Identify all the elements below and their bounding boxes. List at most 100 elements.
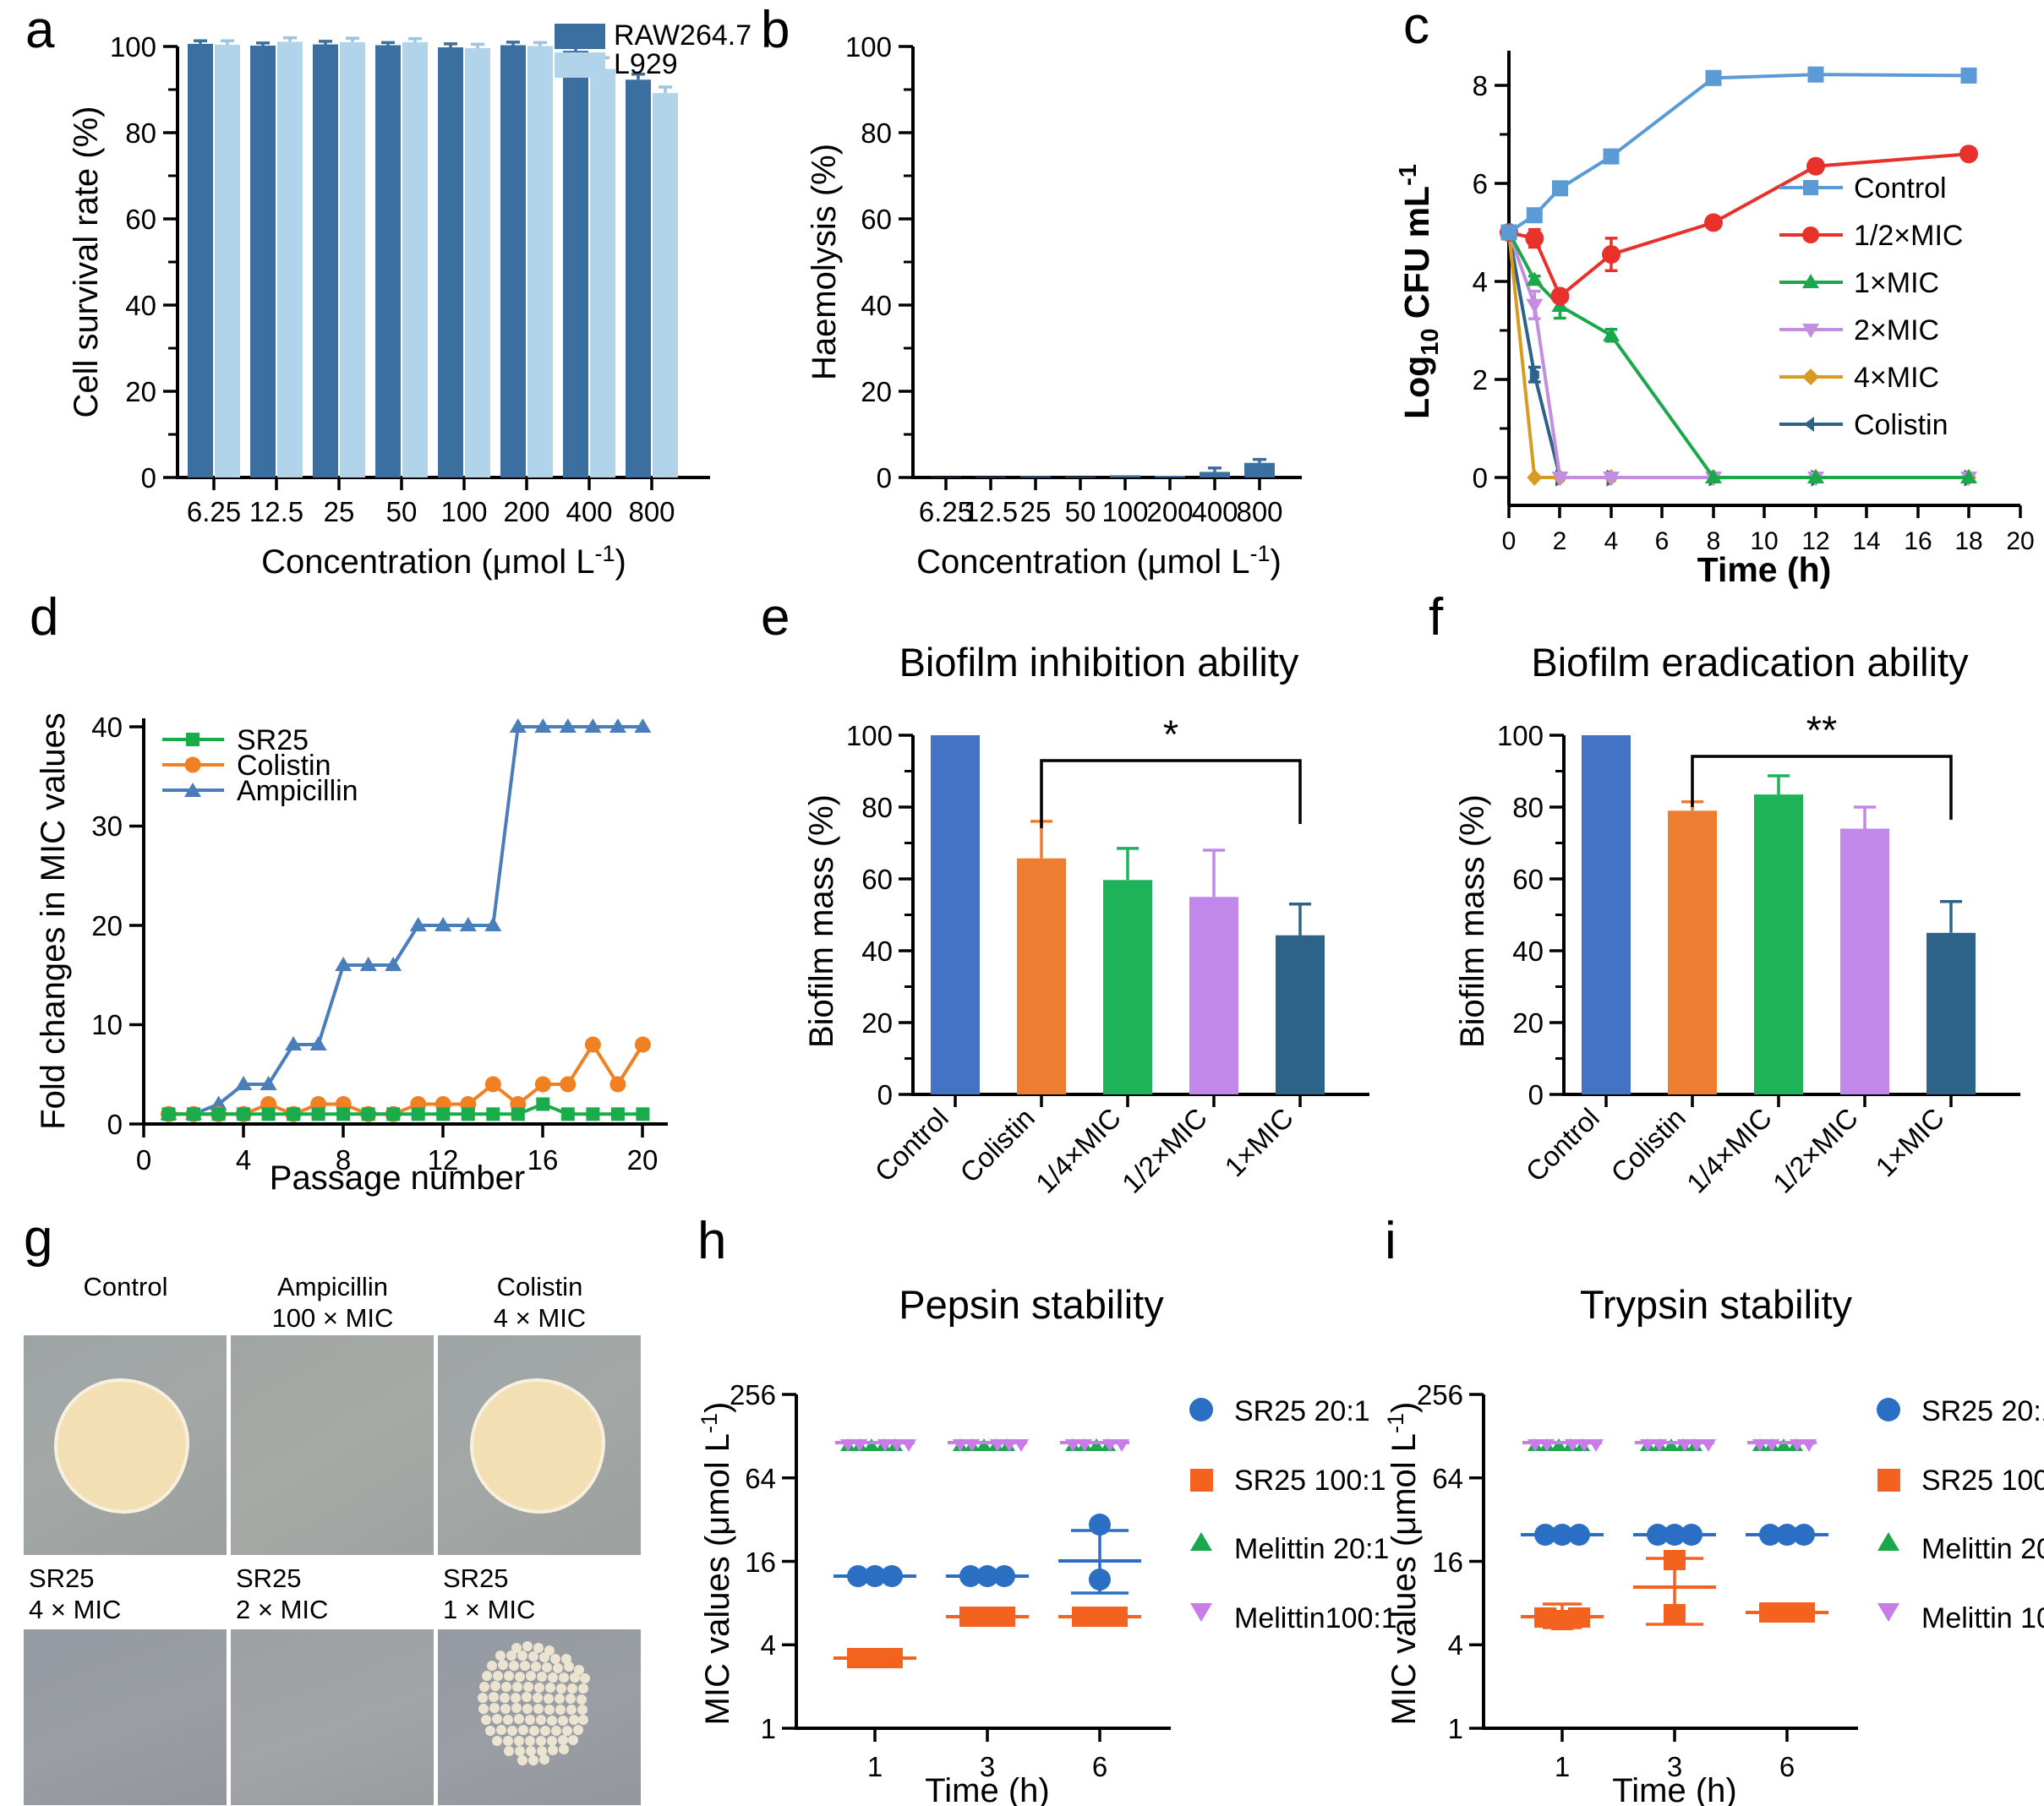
panel-g-caption-5: SR25 2 × MIC — [236, 1563, 329, 1624]
panel-g-caption-1: Control — [83, 1272, 168, 1301]
x-tick-label: Colistin — [1604, 1102, 1691, 1189]
y-tick-label: 100 — [846, 720, 893, 751]
y-tick-label: 100 — [1497, 720, 1544, 751]
y-tick-label: 6 — [1473, 168, 1488, 199]
bacterial-lawn — [57, 1382, 186, 1510]
x-tick-label: 1/2×MIC — [1116, 1102, 1213, 1199]
legend-label: 1×MIC — [1854, 267, 1939, 299]
panel-e: e Biofilm inhibition ability 0 20 40 60 … — [744, 583, 1412, 1199]
x-tick-label: 1/4×MIC — [1681, 1102, 1778, 1199]
x-tick-label: 1/2×MIC — [1767, 1102, 1864, 1199]
panel-h-label: h — [697, 1212, 727, 1270]
x-tick-label: 12 — [1801, 527, 1829, 555]
panel-f-chart: Biofilm eradication ability 0 20 40 60 8… — [1454, 640, 2020, 1199]
y-tick-label: 100 — [110, 31, 156, 63]
x-tick-label: 16 — [527, 1144, 559, 1176]
panel-c-label: c — [1403, 0, 1429, 55]
agar-plate-sr25-1mic — [438, 1629, 641, 1805]
y-tick-label: 16 — [745, 1547, 776, 1578]
panel-d-series-colistin — [161, 1036, 651, 1122]
panel-d-x-axis-label: Passage number — [270, 1159, 525, 1197]
y-tick-label: 16 — [1432, 1547, 1463, 1578]
panel-h-y-axis-label: MIC values (μmol L-1) — [697, 1402, 736, 1726]
panel-e-chart: Biofilm inhibition ability 0 20 40 60 80… — [803, 640, 1369, 1199]
x-tick-label: 1/4×MIC — [1030, 1102, 1127, 1199]
x-tick-label: 4 — [1604, 527, 1619, 555]
y-tick-label: 40 — [91, 712, 123, 743]
panel-h-x-ticks: 1 3 6 — [867, 1728, 1107, 1782]
panel-c-x-ticks: 0 2 4 6 8 10 12 14 16 18 20 — [1502, 505, 2035, 555]
panel-i-x-axis-label: Time (h) — [1612, 1772, 1736, 1806]
panel-a: a 0 20 40 60 80 100 — [0, 0, 751, 583]
panel-d-label: d — [30, 588, 59, 647]
svg-text:Concentration (μmol L-1): Concentration (μmol L-1) — [261, 541, 626, 581]
y-tick-label: 1 — [1448, 1713, 1463, 1744]
panel-d-y-axis-label: Fold changes in MIC values — [35, 712, 72, 1130]
panel-f-title: Biofilm eradication ability — [1531, 640, 1969, 685]
panel-b-y-ticks: 0 20 40 60 80 100 — [845, 31, 913, 494]
panel-e-significance-bracket: * — [1040, 712, 1302, 828]
y-tick-label: 2 — [1473, 364, 1488, 396]
x-tick-label: 3 — [1667, 1751, 1682, 1782]
colony-cluster — [478, 1641, 590, 1765]
x-tick-label: 0 — [1502, 527, 1517, 555]
significance-marker: ** — [1806, 707, 1838, 752]
panel-a-y-axis-label: Cell survival rate (%) — [68, 106, 105, 418]
y-tick-label: 60 — [125, 204, 156, 235]
y-tick-label: 80 — [861, 117, 892, 149]
agar-plate-ampicillin — [231, 1335, 434, 1555]
y-tick-label: 20 — [861, 1007, 893, 1039]
legend-label: Melittin100:1 — [1234, 1602, 1397, 1634]
y-tick-label: 10 — [91, 1009, 123, 1040]
panel-d-y-ticks: 0 10 20 30 40 — [91, 712, 144, 1140]
x-tick-label: 8 — [336, 1144, 351, 1176]
x-tick-label: 400 — [566, 496, 612, 527]
y-tick-label: 0 — [877, 1079, 893, 1110]
y-tick-label: 20 — [861, 376, 892, 407]
panel-f-y-axis-label: Biofilm mass (%) — [1454, 794, 1491, 1048]
panel-c-y-ticks: 0 2 4 6 8 — [1473, 70, 1509, 494]
bacterial-lawn — [473, 1382, 602, 1510]
y-tick-label: 80 — [861, 792, 893, 823]
x-tick-label: 12 — [428, 1144, 459, 1176]
x-tick-label: 100 — [440, 496, 487, 527]
panel-f-x-ticks: Control Colistin 1/4×MIC 1/2×MIC 1×MIC — [1520, 1094, 1953, 1199]
x-tick-label: 10 — [1750, 527, 1778, 555]
y-tick-label: 40 — [1512, 936, 1544, 967]
y-tick-label: 40 — [861, 290, 892, 321]
panel-c-legend: Control 1/2×MIC 1×MIC 2×MIC 4×MIC — [1779, 172, 1963, 441]
panel-b-label: b — [761, 1, 790, 59]
x-tick-label: 6.25 — [187, 496, 241, 527]
x-tick-label: 8 — [1707, 527, 1721, 555]
x-tick-label: 12.5 — [249, 496, 303, 527]
panel-g-caption-3: Colistin 4 × MIC — [493, 1272, 587, 1333]
panel-c: c 0 2 4 6 8 — [1336, 0, 2044, 589]
panel-b: b 0 20 40 60 80 100 — [744, 0, 1336, 583]
panel-e-y-ticks: 0 20 40 60 80 100 — [846, 720, 913, 1110]
panel-i-chart: Trypsin stability 1 4 16 64 256 1 3 6 — [1383, 1282, 2044, 1806]
y-tick-label: 0 — [141, 462, 156, 494]
svg-text:MIC values (μmol L-1): MIC values (μmol L-1) — [697, 1402, 736, 1726]
legend-label: SR25 100:1 — [1234, 1465, 1386, 1497]
x-tick-label: Colistin — [954, 1102, 1041, 1189]
x-tick-label: 50 — [386, 496, 418, 527]
panel-c-chart: 0 2 4 6 8 0 2 4 6 8 10 12 14 16 — [1395, 51, 2035, 589]
legend-label: RAW264.7 — [614, 19, 751, 52]
svg-text:MIC values (μmol L-1): MIC values (μmol L-1) — [1383, 1402, 1423, 1726]
legend-label: Control — [1854, 172, 1947, 205]
y-tick-label: 64 — [1432, 1463, 1463, 1494]
x-tick-label: 16 — [1904, 527, 1932, 555]
panel-i: i Trypsin stability 1 4 16 64 256 1 3 6 — [1369, 1192, 2044, 1806]
panel-b-bars — [931, 457, 1275, 477]
y-tick-label: 4 — [1473, 266, 1488, 297]
x-tick-label: 6 — [1779, 1751, 1795, 1782]
panel-a-label: a — [25, 1, 55, 59]
x-tick-label: 100 — [1101, 496, 1148, 527]
x-tick-label: 2 — [1553, 527, 1567, 555]
x-tick-label: 20 — [627, 1144, 659, 1176]
x-tick-label: 6.25 — [919, 496, 973, 527]
legend-label: Colistin — [237, 750, 331, 782]
panel-f-y-ticks: 0 20 40 60 80 100 — [1497, 720, 1564, 1110]
panel-a-chart: 0 20 40 60 80 100 — [68, 19, 751, 581]
panel-i-title: Trypsin stability — [1580, 1282, 1853, 1327]
